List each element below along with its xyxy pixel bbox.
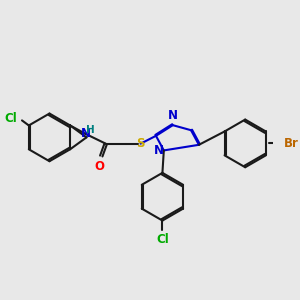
Text: Br: Br xyxy=(284,137,299,150)
Text: N: N xyxy=(80,127,91,140)
Text: Cl: Cl xyxy=(156,233,169,247)
Text: N: N xyxy=(154,144,164,157)
Text: S: S xyxy=(136,137,145,150)
Text: N: N xyxy=(168,109,178,122)
Text: Cl: Cl xyxy=(5,112,17,125)
Text: O: O xyxy=(94,160,105,173)
Text: H: H xyxy=(86,125,95,135)
